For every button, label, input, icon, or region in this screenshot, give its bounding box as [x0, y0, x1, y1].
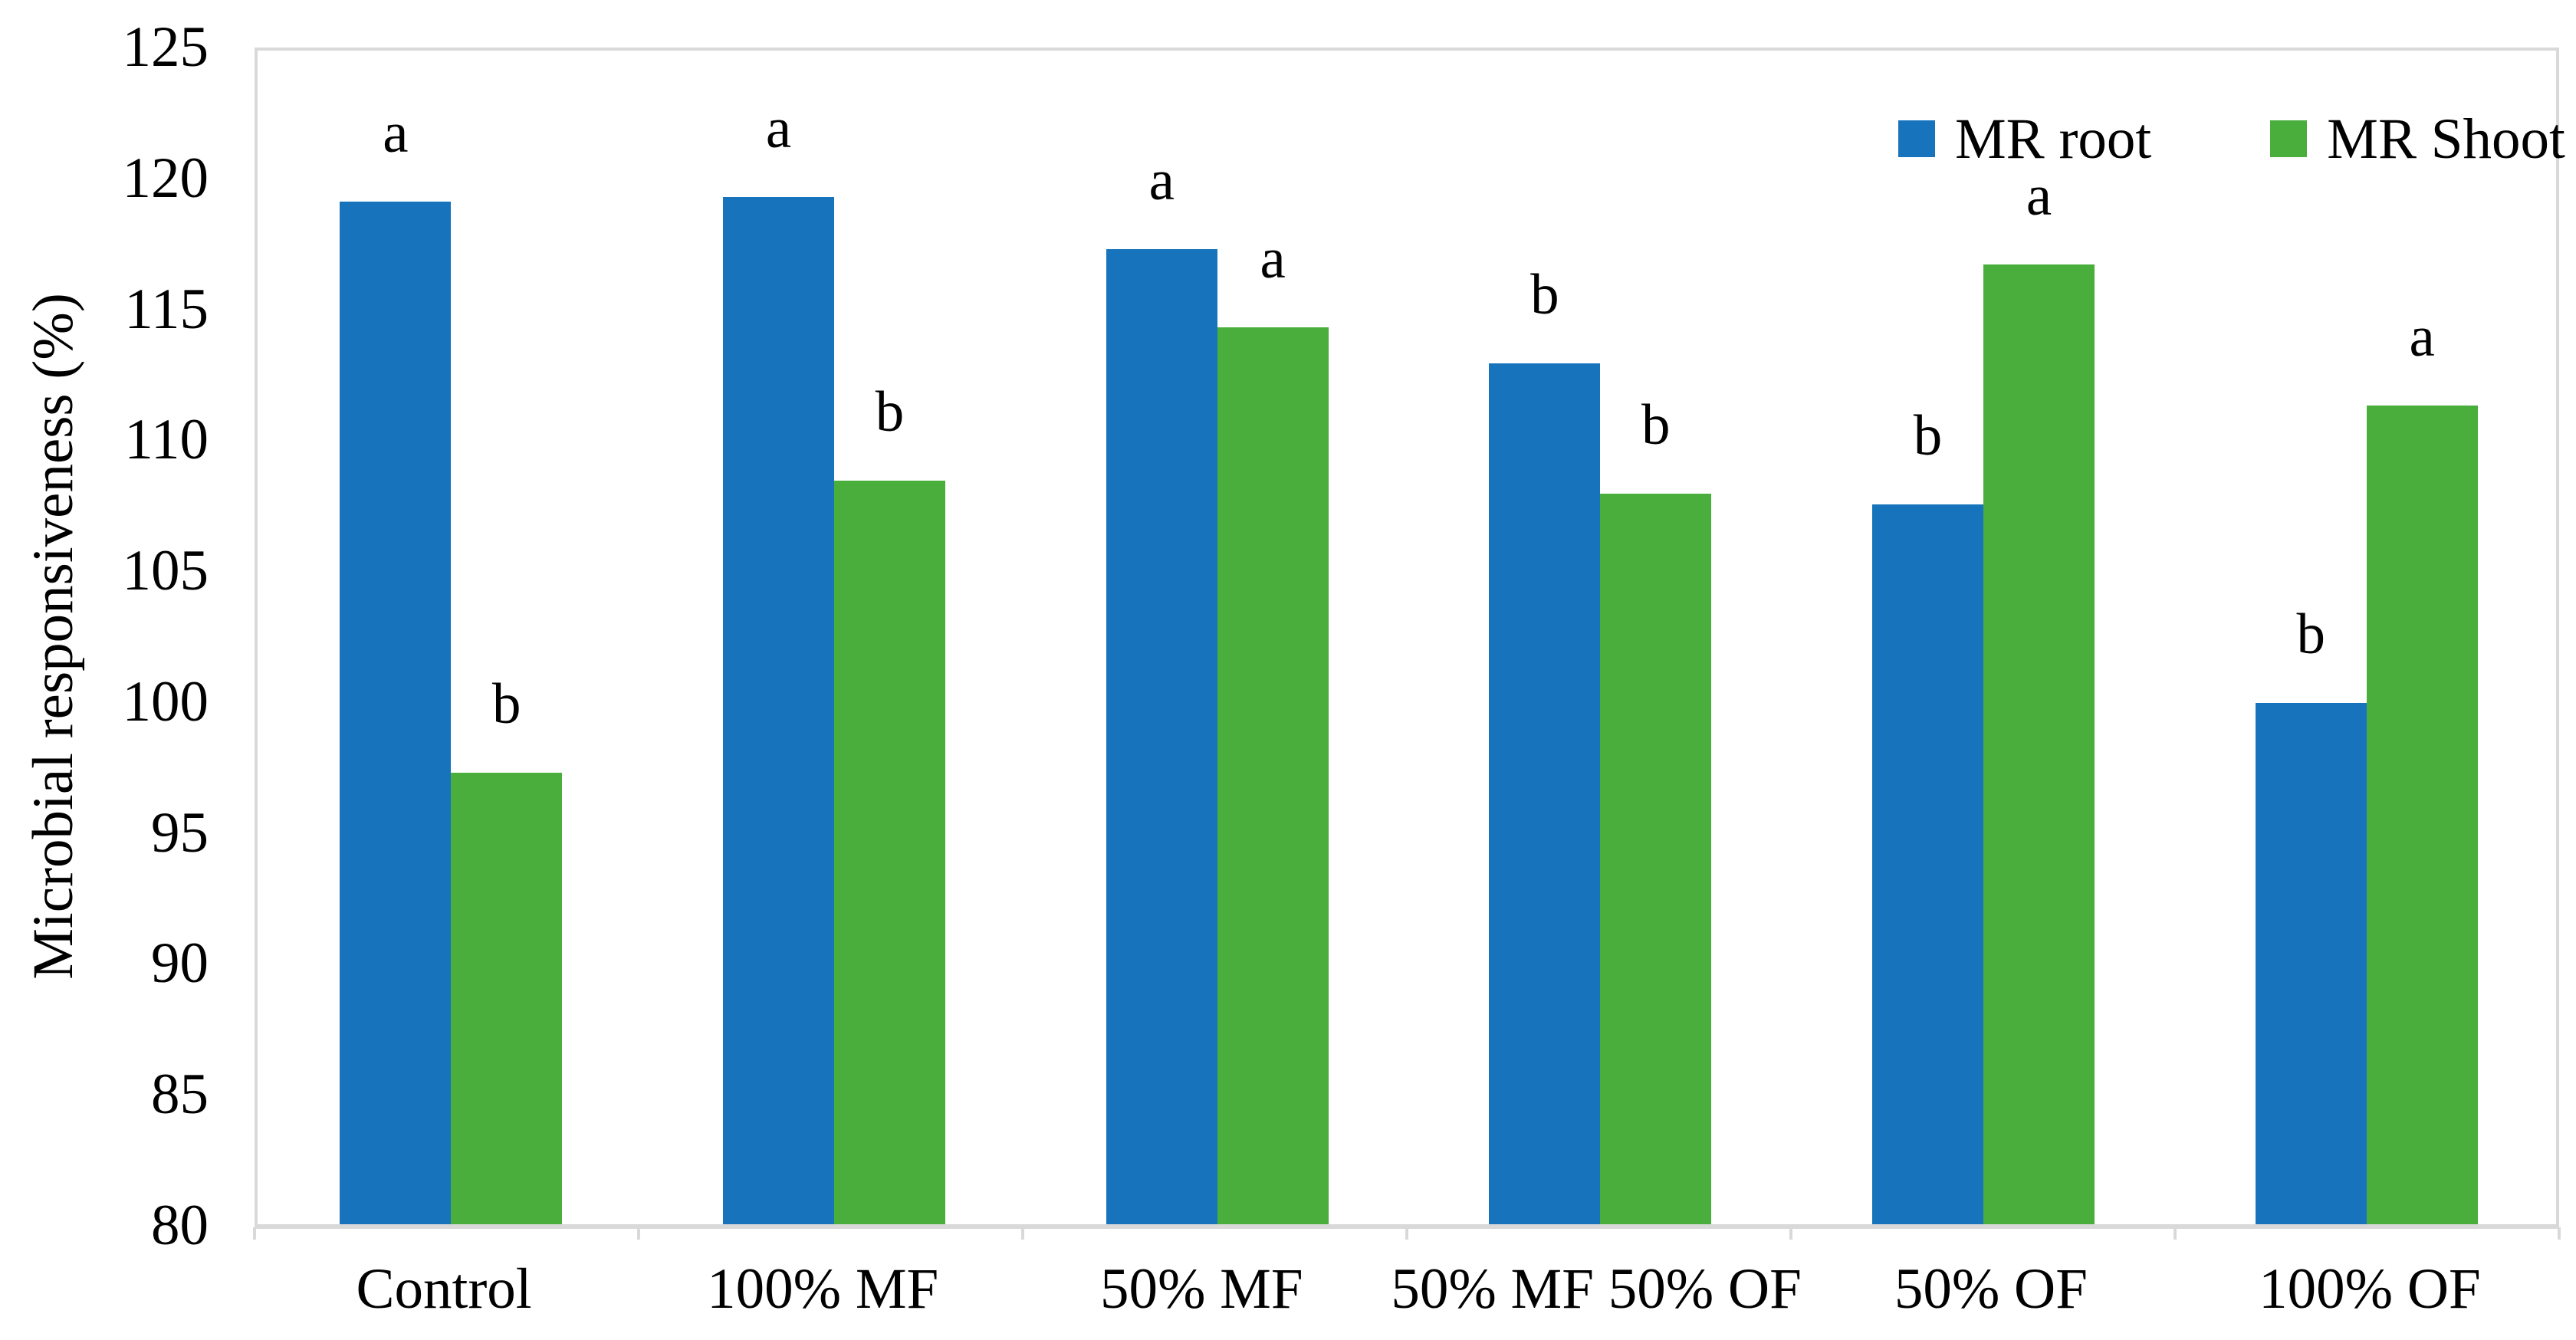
- y-tick-label-110: 110: [124, 408, 209, 472]
- x-category-label-50-mf-50-of: 50% MF 50% OF: [1391, 1257, 1802, 1321]
- x-category-label-100-of: 100% OF: [2259, 1257, 2481, 1321]
- legend: MR root MR Shoot: [1898, 104, 2565, 173]
- y-tick-label-90: 90: [151, 931, 209, 996]
- x-axis-boundary-tick: [253, 1227, 256, 1240]
- x-axis-boundary-tick: [1405, 1227, 1408, 1240]
- x-category-label-50-of: 50% OF: [1894, 1257, 2088, 1321]
- significance-letter-mr-shoot-1: b: [492, 672, 521, 737]
- legend-swatch-mr-root: [1898, 120, 1935, 157]
- significance-letter-mr-root-3: a: [1148, 148, 1175, 212]
- y-tick-label-85: 85: [151, 1062, 209, 1127]
- significance-letter-mr-shoot-6: a: [2409, 304, 2435, 369]
- significance-letter-mr-shoot-3: a: [1260, 226, 1286, 291]
- legend-item-mr-root: MR root: [1898, 110, 2151, 168]
- significance-letter-mr-shoot-5: a: [2026, 163, 2052, 228]
- x-axis-ticks: [253, 1227, 2561, 1243]
- bar-mr-shoot-2: [834, 481, 945, 1224]
- bar-mr-shoot-4: [1600, 494, 1712, 1224]
- x-axis-boundary-tick: [1021, 1227, 1024, 1240]
- significance-letter-mr-root-5: b: [1913, 404, 1943, 468]
- significance-letter-mr-shoot-4: b: [1641, 393, 1671, 458]
- x-axis-boundary-tick: [2558, 1227, 2561, 1240]
- significance-letter-mr-root-4: b: [1530, 263, 1559, 327]
- legend-item-mr-shoot: MR Shoot: [2270, 110, 2565, 168]
- significance-letter-mr-root-2: a: [765, 96, 792, 160]
- y-tick-label-95: 95: [151, 800, 209, 865]
- bar-mr-shoot-5: [1983, 264, 2095, 1224]
- x-category-label-control: Control: [356, 1257, 532, 1321]
- x-axis-boundary-tick: [637, 1227, 640, 1240]
- legend-swatch-mr-shoot: [2270, 120, 2308, 157]
- legend-label-mr-root: MR root: [1955, 107, 2152, 171]
- y-tick-label-125: 125: [122, 15, 209, 79]
- bar-mr-root-5: [1872, 504, 1983, 1224]
- bar-mr-root-1: [340, 202, 452, 1224]
- bar-mr-shoot-6: [2366, 405, 2478, 1224]
- x-axis-boundary-tick: [2174, 1227, 2177, 1240]
- bar-mr-shoot-3: [1217, 327, 1329, 1224]
- y-tick-label-80: 80: [151, 1194, 209, 1257]
- x-axis-boundary-tick: [1789, 1227, 1792, 1240]
- x-category-label-100-mf: 100% MF: [707, 1257, 939, 1321]
- x-category-label-50-mf: 50% MF: [1099, 1257, 1303, 1321]
- bar-mr-root-3: [1106, 248, 1217, 1224]
- y-axis-tick-labels: 80 85 90 95 100 105 110 115 120 125: [0, 15, 209, 1257]
- bar-mr-shoot-1: [451, 773, 563, 1224]
- bar-mr-root-2: [723, 196, 834, 1224]
- legend-label-mr-shoot: MR Shoot: [2327, 107, 2565, 171]
- significance-letter-mr-root-6: b: [2296, 602, 2325, 666]
- y-tick-label-100: 100: [122, 669, 209, 734]
- y-tick-label-105: 105: [122, 539, 209, 603]
- significance-letter-mr-shoot-2: b: [875, 380, 905, 445]
- significance-letter-mr-root-1: a: [383, 101, 409, 166]
- x-axis-category-labels: Control 100% MF 50% MF 50% MF 50% OF 50% OF 1…: [255, 1251, 2559, 1328]
- bar-mr-root-4: [1489, 363, 1601, 1224]
- bar-mr-root-6: [2255, 702, 2367, 1224]
- y-tick-label-115: 115: [124, 277, 209, 341]
- y-tick-label-120: 120: [122, 146, 209, 210]
